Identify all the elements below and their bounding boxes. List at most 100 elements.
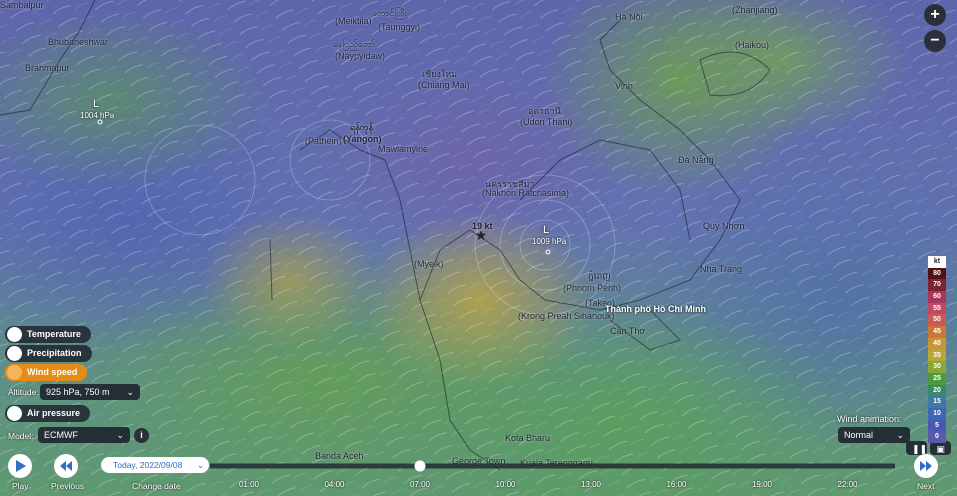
place-label: Banda Aceh [315, 451, 364, 461]
place-label: (Haikou) [735, 40, 770, 50]
zoom-out[interactable]: − [924, 30, 946, 52]
next-label: Next [917, 481, 935, 491]
place-label: (Naypyidaw) [335, 51, 386, 61]
legend-value: 70 [928, 279, 946, 292]
pressure-low: L [543, 224, 550, 236]
altitude-select[interactable]: 925 hPa, 750 m ⌄ [40, 384, 140, 400]
previous-label: Previous [51, 481, 85, 491]
date-value: Today, 2022/09/08 [113, 460, 183, 470]
place-label: (Meiktila) [335, 16, 372, 26]
legend-value: 30 [928, 361, 946, 373]
legend-value: 50 [928, 314, 946, 327]
play-label: Play [12, 481, 29, 491]
pressure-low: L [93, 98, 100, 110]
time-label: 01:00 [238, 480, 260, 489]
time-label: 22:00 [837, 480, 858, 489]
legend-value: 40 [928, 337, 946, 350]
zoom-in[interactable]: + [924, 4, 946, 26]
place-label: (Pathein) [305, 136, 342, 146]
dropdown-icon: ⌄ [896, 430, 904, 440]
legend-value: 80 [928, 267, 946, 280]
place-label: George Town [452, 456, 506, 466]
legend-value: 45 [928, 326, 946, 338]
legend: kt 80 70 60 55 50 45 40 35 30 25 20 15 10 5 0 [928, 256, 946, 443]
place-label: (Udon Thani) [520, 117, 573, 127]
legend-value: 35 [928, 349, 946, 362]
animation-select[interactable]: Normal ⌄ [838, 427, 910, 443]
place-label: (Yangon) [343, 134, 382, 144]
place-label: (Krong Preah Sihanouk) [518, 311, 615, 321]
time-label: 16:00 [666, 480, 687, 489]
model-select[interactable]: ECMWF ⌄ [38, 427, 130, 443]
place-label: နေပြည်တော် [333, 39, 376, 49]
pressure-value: 1009 hPa [532, 237, 567, 246]
layer-button[interactable]: Precipitation [5, 345, 92, 362]
low-marker [545, 249, 551, 255]
legend-value: 15 [928, 396, 946, 408]
layer-icon [7, 406, 22, 421]
legend-value: 60 [928, 291, 946, 303]
place-label: (Chiang Mai) [418, 80, 470, 90]
place-label: Nha Trang [700, 264, 743, 274]
place-label: Sambalpur [0, 0, 44, 10]
vortex [144, 119, 616, 316]
place-label: เชียงใหม่ [422, 69, 458, 79]
legend-value: 25 [928, 372, 946, 385]
place-label: Vinh [615, 81, 633, 91]
layer-button[interactable]: Air pressure [5, 405, 91, 422]
place-label: Mawlamyine [378, 144, 429, 154]
legend-value: 10 [928, 407, 946, 420]
legend-value: 20 [928, 384, 946, 397]
layer-label: Air pressure [27, 408, 81, 418]
model-value: ECMWF [44, 430, 78, 440]
legend-unit: kt [928, 256, 946, 268]
legend-value: 5 [928, 419, 946, 432]
place-label: (Takeo) [585, 298, 616, 308]
info-button[interactable]: i [134, 428, 149, 443]
pause-button[interactable]: ❚❚ [906, 441, 927, 455]
place-label: (Nakhon Ratchasima) [482, 188, 570, 198]
layer-icon [7, 327, 22, 342]
place-label: Kota Bharu [505, 433, 551, 443]
location-star: ★ [475, 227, 488, 243]
place-label: Đà Nẵng [678, 155, 714, 165]
low-marker [97, 119, 103, 125]
dropdown-icon: ⌄ [126, 387, 134, 397]
layer-label: Wind speed [27, 367, 78, 377]
place-label: Thành phố Hồ Chí Minh [605, 304, 706, 314]
layer-icon [7, 365, 22, 380]
dropdown-icon: ⌄ [116, 430, 124, 440]
wind-readout: 19 kt [472, 221, 493, 231]
change-date-label: Change date [132, 481, 181, 491]
animation-value: Normal [844, 430, 874, 440]
place-label: อุดรธานี [528, 106, 561, 116]
place-label: Cần Thơ [610, 326, 646, 336]
time-label: 13:00 [580, 480, 602, 489]
time-label: 10:00 [495, 480, 516, 489]
date-picker[interactable]: Today, 2022/09/08 ⌄ [101, 457, 209, 473]
altitude-value: 925 hPa, 750 m [46, 387, 110, 397]
place-label: Bhubaneshwar [48, 37, 109, 47]
place-label: (Phnom Penh) [563, 283, 622, 293]
time-label: 07:00 [409, 480, 431, 489]
place-label: (Myeik) [414, 259, 444, 269]
layer-label: Precipitation [27, 348, 82, 358]
borders [0, 0, 771, 471]
place-label: Kuala Terengganu [520, 458, 593, 468]
layer-button[interactable]: Temperature [5, 326, 91, 343]
animation-label: Wind animation: [837, 414, 902, 424]
time-label: 19:00 [751, 480, 773, 489]
layer-button[interactable]: Wind speed [5, 364, 88, 381]
place-label: Quy Nhơn [703, 221, 745, 231]
place-label: ភ្នំពេញ [588, 271, 611, 281]
dropdown-icon: ⌄ [196, 460, 204, 470]
altitude-label: Altitude: [8, 387, 39, 397]
model-label: Model: [8, 431, 34, 441]
place-label: (Zhanjiang) [732, 5, 778, 15]
legend-value: 55 [928, 302, 946, 315]
screen-button[interactable]: ▣ [930, 441, 951, 455]
layer-icon [7, 346, 22, 361]
